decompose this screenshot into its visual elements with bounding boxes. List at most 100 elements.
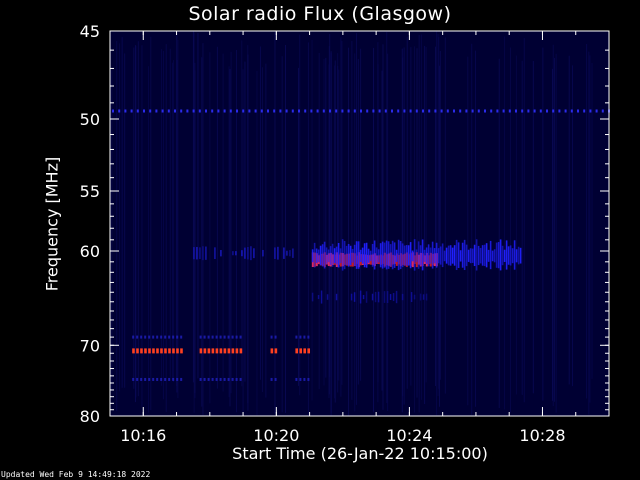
- spectral-mark: [156, 348, 159, 354]
- spectral-mark: [403, 245, 406, 266]
- spectral-mark: [172, 348, 175, 354]
- spectral-mark: [343, 240, 346, 270]
- spectral-mark: [211, 335, 214, 339]
- spectral-mark: [311, 249, 314, 263]
- spectral-mark: [247, 246, 249, 260]
- spectral-mark: [327, 249, 330, 263]
- spectral-mark: [239, 348, 243, 354]
- spectral-mark: [473, 244, 476, 267]
- spectral-mark: [449, 245, 452, 266]
- spectral-mark: [316, 109, 319, 113]
- y-tick-label: 80: [80, 407, 100, 426]
- spectral-mark: [253, 248, 255, 259]
- spectral-mark: [533, 109, 536, 113]
- spectral-mark: [389, 244, 392, 267]
- spectral-mark: [361, 247, 364, 264]
- spectral-mark: [242, 109, 245, 113]
- spectral-mark: [389, 294, 392, 301]
- spectral-mark: [304, 109, 307, 113]
- spectral-mark: [341, 239, 344, 271]
- spectral-mark: [180, 377, 183, 381]
- spectral-mark: [459, 109, 462, 113]
- spectral-mark: [176, 335, 179, 339]
- spectral-mark: [513, 240, 516, 270]
- spectral-mark: [570, 109, 573, 113]
- spectral-mark: [168, 348, 171, 354]
- spectral-mark: [164, 377, 167, 381]
- spectral-mark: [351, 248, 354, 263]
- spectral-mark: [136, 335, 139, 339]
- spectral-mark: [425, 293, 428, 301]
- noise-texture: [109, 31, 593, 416]
- spectral-mark: [409, 242, 412, 269]
- spectral-mark: [317, 294, 320, 300]
- spectral-mark: [219, 377, 222, 381]
- spectral-mark: [360, 109, 362, 113]
- spectral-mark: [186, 109, 189, 113]
- spectral-mark: [527, 109, 530, 113]
- spectral-mark: [503, 249, 506, 262]
- spectral-mark: [509, 245, 512, 266]
- spectral-mark: [475, 239, 478, 271]
- spectral-mark: [355, 241, 358, 269]
- spectral-mark: [203, 348, 207, 354]
- spectral-mark: [118, 109, 121, 113]
- spectral-mark: [307, 335, 310, 339]
- spectral-mark: [140, 348, 143, 354]
- spectral-mark: [496, 109, 499, 113]
- spectral-mark: [168, 335, 171, 339]
- plot-background: [110, 31, 609, 416]
- spectral-mark: [511, 248, 514, 264]
- update-timestamp: Updated Wed Feb 9 14:49:18 2022: [1, 470, 151, 479]
- spectral-mark: [227, 335, 230, 339]
- spectral-feature-5: [132, 348, 311, 354]
- spectral-mark: [199, 247, 201, 260]
- spectral-mark: [601, 109, 604, 113]
- spectral-mark: [423, 249, 426, 262]
- spectral-mark: [149, 109, 152, 113]
- spectral-mark: [231, 348, 235, 354]
- spectral-mark: [167, 109, 170, 113]
- spectral-mark: [323, 241, 326, 269]
- spectral-mark: [465, 244, 468, 267]
- x-tick-label: 10:16: [120, 426, 166, 445]
- spectral-mark: [477, 109, 480, 113]
- spectral-mark: [539, 109, 542, 113]
- y-tick-label: 60: [80, 242, 100, 261]
- spectral-mark: [211, 348, 215, 354]
- spectral-feature-0: [112, 109, 610, 113]
- spectral-mark: [215, 335, 218, 339]
- spectral-mark: [366, 109, 369, 113]
- spectral-mark: [326, 294, 329, 300]
- spectral-mark: [140, 377, 143, 381]
- spectral-mark: [321, 244, 324, 267]
- spectral-mark: [220, 250, 222, 257]
- spectral-mark: [273, 109, 276, 113]
- spectral-mark: [393, 242, 396, 268]
- spectral-mark: [279, 109, 282, 113]
- spectral-mark: [378, 109, 381, 113]
- spectral-mark: [467, 249, 470, 262]
- spectral-mark: [481, 245, 484, 266]
- spectral-mark: [155, 109, 158, 113]
- spectral-mark: [289, 250, 291, 257]
- spectral-mark: [180, 109, 183, 113]
- y-tick-label: 70: [80, 336, 100, 355]
- spectral-mark: [457, 242, 460, 268]
- spectral-mark: [335, 246, 338, 265]
- spectral-mark: [362, 294, 365, 300]
- spectral-mark: [207, 348, 211, 354]
- spectral-mark: [299, 348, 303, 354]
- spectral-mark: [337, 242, 340, 268]
- spectral-mark: [339, 248, 342, 264]
- x-tick-label: 10:28: [519, 426, 565, 445]
- spectral-mark: [386, 291, 389, 304]
- spectral-mark: [193, 247, 195, 260]
- spectral-mark: [463, 239, 466, 271]
- spectral-mark: [164, 335, 167, 339]
- spectral-mark: [347, 243, 350, 267]
- spectral-mark: [152, 348, 155, 354]
- spectral-mark: [469, 248, 472, 264]
- spectral-mark: [353, 109, 356, 113]
